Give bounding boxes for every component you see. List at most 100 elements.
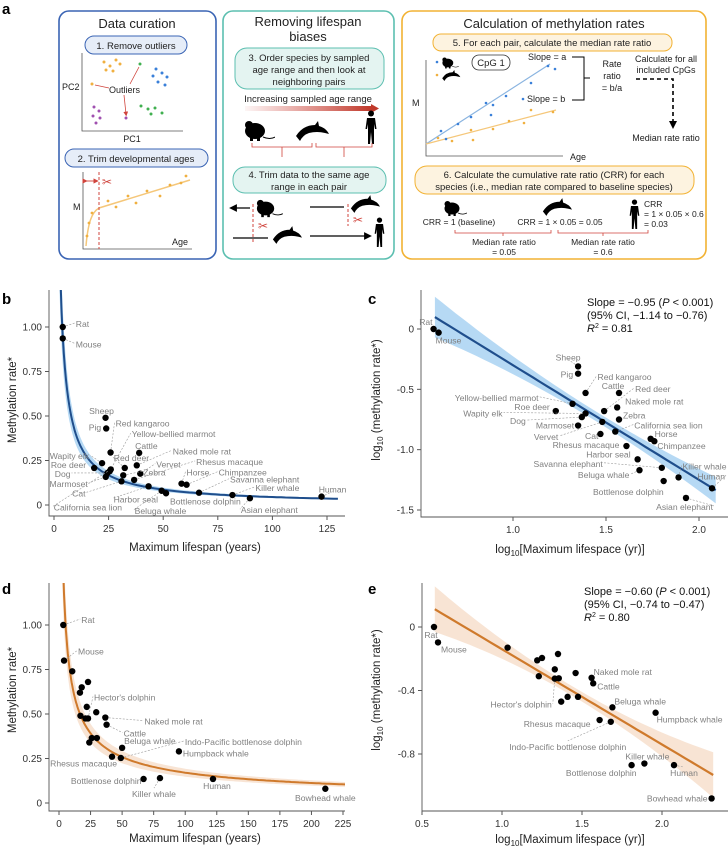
x-tick-label: 50 <box>158 524 170 535</box>
data-point <box>588 674 595 681</box>
step5-label: 5. For each pair, calculate the median r… <box>453 38 652 49</box>
point-label: Bottlenose dolphin <box>71 776 142 786</box>
point-label: Horse <box>655 429 678 439</box>
fit-group <box>434 586 714 798</box>
data-point <box>84 678 92 686</box>
data-point <box>708 485 716 492</box>
point-label: Pig <box>89 422 102 432</box>
pca-clusters <box>90 58 169 125</box>
y-tick-label: 0 <box>409 623 415 634</box>
data-point <box>140 775 147 783</box>
panel-letter-c: c <box>368 291 376 308</box>
point-label: Cat <box>72 488 86 498</box>
point-label: Rat <box>76 319 90 329</box>
y-axis-label-part: (methylation rate*) <box>371 629 383 726</box>
point-label: Naked mole rat <box>144 717 203 727</box>
data-point <box>641 760 648 767</box>
point-label: California sea lion <box>54 502 123 512</box>
age-range-arrow-label: Increasing sampled age range <box>244 94 372 105</box>
data-point <box>102 414 109 421</box>
y-axis-label: Methylation rate* <box>7 646 19 733</box>
fit-group <box>59 290 338 500</box>
point-label: Rhesus macaque <box>524 719 591 729</box>
m-axis-label: M <box>73 202 81 212</box>
point-label: Beluga whale <box>135 506 187 516</box>
data-point <box>98 459 106 467</box>
label-leader <box>86 481 122 493</box>
x-axis-label-part: 10 <box>511 549 520 558</box>
crr-human-line3: = 0.03 <box>644 219 668 229</box>
fit-line <box>434 608 714 776</box>
slope-a-label: Slope = a <box>528 52 566 62</box>
label-leader <box>112 486 149 499</box>
data-point <box>102 714 109 721</box>
chart-panel-d: d 0 25 50 75 100 125 150 175 200 225 0 0.25 0.50 0.75 1… <box>2 581 356 845</box>
x-tick-label: 75 <box>148 819 160 830</box>
data-point <box>660 477 667 485</box>
point-label: Humpback whale <box>183 748 249 758</box>
fit-line <box>59 290 338 500</box>
point-label: Harbor seal <box>114 494 159 504</box>
stat-slope-part: Slope = −0.95 ( <box>587 297 663 309</box>
x-tick-label: 75 <box>212 524 224 535</box>
pc1-label: PC1 <box>123 134 141 144</box>
label-leader <box>685 497 715 507</box>
point-label: Sheep <box>556 352 581 362</box>
y-tick-label: 1.00 <box>23 323 43 334</box>
y-tick-label: -0.5 <box>397 385 415 396</box>
y-tick-label: 0.50 <box>23 412 43 423</box>
label-leader <box>136 450 172 466</box>
fit-line <box>62 583 345 786</box>
stat-r2-part: R <box>587 323 595 335</box>
label-leader <box>109 433 131 472</box>
x-axis-label-part: 10 <box>511 839 520 848</box>
point-label: Human <box>697 471 725 481</box>
x-tick-label: 100 <box>264 524 281 535</box>
data-point <box>574 422 582 429</box>
label-leader <box>567 721 611 742</box>
point-label: Chimpanzee <box>219 468 267 478</box>
box-calculation-of-methylation-rates: Calculation of methylation rates 5. For … <box>401 10 707 260</box>
x-tick-label: 200 <box>303 819 320 830</box>
data-point <box>555 675 562 682</box>
median-ratio-1-line2: = 0.05 <box>492 247 516 257</box>
x-tick-label: 1.0 <box>506 525 520 536</box>
x-tick-label: 2.0 <box>655 819 669 830</box>
point-label: Mouse <box>436 336 462 346</box>
label-leader <box>603 462 662 469</box>
age-axis-label: Age <box>570 152 586 162</box>
point-label: Mouse <box>441 644 467 654</box>
point-label: Asian elephant <box>656 502 713 512</box>
panel-letter-b: b <box>2 291 11 308</box>
point-label: Red kangaroo <box>598 372 652 382</box>
pc2-label: PC2 <box>62 82 80 92</box>
m-axis-label: M <box>412 98 420 108</box>
data-point <box>183 481 190 488</box>
label-leader <box>140 463 156 474</box>
y-tick-label: -0.8 <box>398 750 416 761</box>
label-leader <box>52 469 111 507</box>
data-point <box>108 753 116 760</box>
data-point <box>534 657 541 664</box>
data-point <box>554 650 562 658</box>
x-axis-label: Maximum lifespan (years) <box>129 833 261 845</box>
data-point <box>120 472 127 479</box>
point-label: Humpback whale <box>657 715 723 725</box>
x-tick-label: 225 <box>335 819 352 830</box>
label-leader <box>552 678 556 704</box>
data-point <box>430 325 437 333</box>
data-point <box>107 449 114 456</box>
step3-line1: 3. Order species by sampled <box>249 53 370 64</box>
y-tick-label: 0 <box>36 501 42 512</box>
box-data-curation: Data curation 1. Remove outliers Outlier… <box>58 10 217 260</box>
data-point <box>434 639 442 646</box>
point-label: Rhesus macaque <box>50 759 117 769</box>
point-label: Asian elephant <box>241 505 298 515</box>
data-point <box>60 621 67 629</box>
y-tick-label: -0.4 <box>398 686 416 697</box>
point-label: Bowhead whale <box>295 793 356 803</box>
point-label: Mouse <box>78 647 104 657</box>
data-point <box>60 657 68 664</box>
